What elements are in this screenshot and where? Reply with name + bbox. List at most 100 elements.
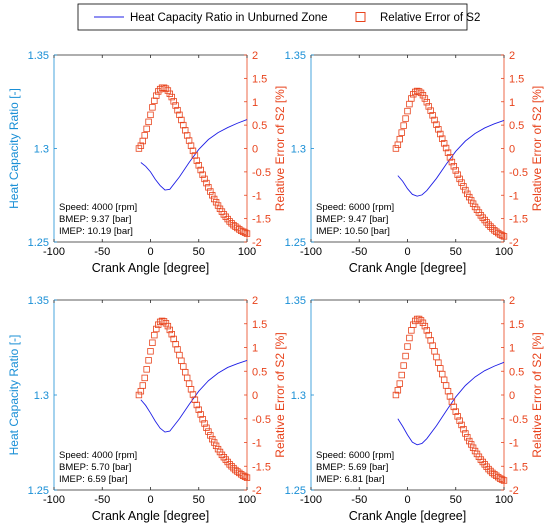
x-tick-label: 50 bbox=[450, 494, 462, 506]
x-tick-label: -100 bbox=[43, 246, 65, 258]
relative-error-marker bbox=[193, 157, 201, 164]
relative-error-marker bbox=[483, 219, 490, 226]
left-y-tick-label: 1.25 bbox=[28, 485, 49, 497]
relative-error-marker bbox=[224, 458, 231, 466]
relative-error-marker bbox=[243, 230, 251, 237]
relative-error-marker bbox=[168, 330, 175, 338]
left-y-tick-label: 1.3 bbox=[34, 390, 49, 402]
relative-error-marker bbox=[226, 218, 233, 225]
left-y-tick-label: 1.3 bbox=[34, 144, 49, 156]
relative-error-marker bbox=[442, 144, 450, 152]
annotation-text: BMEP: 9.37 [bar] bbox=[59, 214, 131, 225]
right-y-tick-label: 2 bbox=[252, 50, 258, 62]
chart-panel-top-left: -100 -50 0 50 100 Crank Angle [degree] 1.25 1.3… bbox=[7, 50, 287, 275]
right-y-tick-label: 2 bbox=[509, 295, 515, 307]
relative-error-marker bbox=[402, 352, 409, 360]
legend-marker-swatch bbox=[355, 12, 366, 22]
relative-error-marker bbox=[164, 322, 172, 330]
relative-error-marker bbox=[195, 162, 202, 169]
x-tick-label: 100 bbox=[495, 494, 513, 506]
left-y-tick-label: 1.25 bbox=[28, 237, 49, 249]
relative-error-marker bbox=[425, 103, 432, 110]
right-y-tick-label: -1 bbox=[252, 190, 262, 202]
right-y-tick-label: 1.5 bbox=[252, 319, 267, 331]
annotation-text: IMEP: 6.81 [bar] bbox=[316, 474, 385, 485]
relative-error-marker bbox=[398, 129, 405, 136]
right-y-tick-label: 1 bbox=[252, 97, 258, 109]
relative-error-marker bbox=[153, 92, 160, 99]
relative-error-marker bbox=[423, 327, 430, 334]
relative-error-marker bbox=[162, 85, 170, 92]
relative-error-marker bbox=[464, 434, 471, 441]
x-axis-label: Crank Angle [degree] bbox=[92, 509, 209, 523]
relative-error-marker bbox=[199, 171, 206, 178]
relative-error-marker bbox=[415, 88, 423, 95]
relative-error-marker bbox=[149, 104, 156, 111]
relative-error-marker bbox=[205, 184, 212, 191]
relative-error-marker bbox=[396, 135, 403, 143]
chart-panel-bottom-right: -100 -50 0 50 100 Crank Angle [degree] 1.25 1.3… bbox=[285, 295, 544, 523]
right-y-tick-label: 1 bbox=[252, 343, 258, 355]
relative-error-marker bbox=[195, 406, 202, 413]
right-y-tick-label: 0 bbox=[252, 390, 258, 402]
relative-error-marker bbox=[496, 231, 504, 238]
annotation-text: Speed: 4000 [rpm] bbox=[59, 450, 137, 461]
left-y-tick-label: 1.3 bbox=[291, 390, 306, 402]
left-y-tick-label: 1.35 bbox=[28, 295, 49, 307]
right-y-tick-label: -2 bbox=[509, 485, 519, 497]
relative-error-marker bbox=[212, 199, 220, 206]
relative-error-marker bbox=[456, 175, 463, 183]
relative-error-marker bbox=[145, 357, 152, 364]
relative-error-marker bbox=[419, 92, 427, 99]
annotation-text: Speed: 6000 [rpm] bbox=[316, 202, 394, 213]
x-axis-label: Crank Angle [degree] bbox=[349, 509, 466, 523]
left-y-tick-label: 1.3 bbox=[291, 144, 306, 156]
left-y-tick-label: 1.35 bbox=[285, 50, 306, 62]
right-y-tick-label: -0.5 bbox=[509, 414, 528, 426]
right-y-tick-label: -1 bbox=[509, 438, 519, 450]
series-line-heat-capacity-ratio bbox=[140, 359, 248, 433]
relative-error-marker bbox=[452, 167, 459, 174]
relative-error-marker bbox=[431, 116, 438, 124]
relative-error-marker bbox=[462, 430, 469, 437]
relative-error-marker bbox=[477, 212, 485, 219]
right-y-tick-label: -1 bbox=[252, 438, 262, 450]
x-tick-label: -100 bbox=[300, 494, 322, 506]
relative-error-marker bbox=[433, 121, 440, 128]
x-tick-label: 100 bbox=[238, 246, 256, 258]
relative-error-marker bbox=[448, 158, 456, 166]
relative-error-marker bbox=[485, 221, 492, 228]
right-y-axis-label: Relative Error of S2 [%] bbox=[273, 332, 287, 457]
relative-error-marker bbox=[481, 216, 488, 224]
relative-error-marker bbox=[197, 411, 204, 418]
relative-error-marker bbox=[218, 451, 226, 459]
relative-error-marker bbox=[187, 142, 195, 149]
relative-error-marker bbox=[496, 475, 504, 482]
relative-error-marker bbox=[197, 166, 204, 174]
chart-panel-bottom-left: -100 -50 0 50 100 Crank Angle [degree] 1.25 1.3… bbox=[7, 295, 287, 523]
relative-error-marker bbox=[151, 331, 158, 339]
relative-error-marker bbox=[500, 477, 508, 484]
relative-error-marker bbox=[400, 122, 407, 129]
right-y-tick-label: 1.5 bbox=[509, 319, 524, 331]
legend: Heat Capacity Ratio in Unburned Zone Rel… bbox=[77, 3, 480, 31]
annotation-text: Speed: 6000 [rpm] bbox=[316, 450, 394, 461]
relative-error-marker bbox=[222, 213, 229, 220]
relative-error-marker bbox=[454, 171, 461, 178]
right-y-tick-label: 2 bbox=[252, 295, 258, 307]
relative-error-marker bbox=[243, 474, 251, 481]
relative-error-marker bbox=[191, 152, 199, 159]
relative-error-marker bbox=[145, 118, 152, 126]
right-y-tick-label: -2 bbox=[252, 485, 262, 497]
relative-error-marker bbox=[241, 473, 249, 480]
right-y-axis-label: Relative Error of S2 [%] bbox=[530, 86, 544, 211]
right-y-tick-label: 1.5 bbox=[252, 73, 267, 85]
relative-error-marker bbox=[172, 102, 179, 109]
relative-error-marker bbox=[141, 132, 148, 139]
relative-error-marker bbox=[487, 467, 494, 475]
relative-error-marker bbox=[209, 192, 216, 199]
relative-error-marker bbox=[166, 326, 173, 334]
relative-error-marker bbox=[460, 183, 467, 190]
relative-error-marker bbox=[410, 321, 417, 328]
